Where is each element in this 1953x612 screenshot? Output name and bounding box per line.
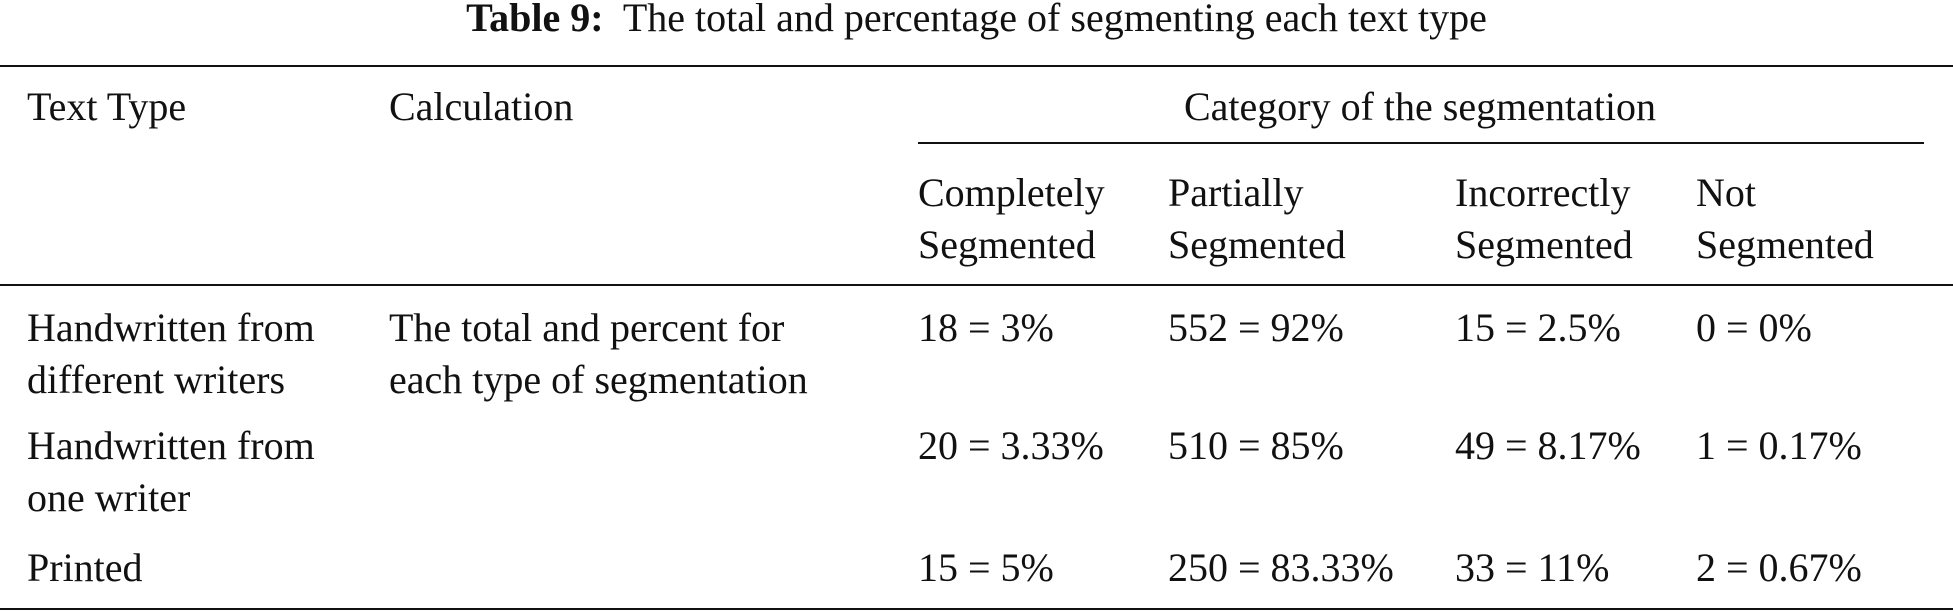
- subheader-cell: Segmented: [1455, 222, 1633, 267]
- text-type-cell: one writer: [27, 475, 191, 520]
- subheader-cell: Not: [1696, 170, 1756, 215]
- subheader-cell: Segmented: [918, 222, 1096, 267]
- calculation-cell: each type of segmentation: [389, 357, 808, 402]
- text-type-cell: Handwritten from: [27, 423, 315, 468]
- value-cell: 15 = 5%: [918, 545, 1054, 590]
- text-type-cell: Printed: [27, 545, 143, 590]
- bottom-rule: [0, 608, 1953, 610]
- value-cell: 2 = 0.67%: [1696, 545, 1862, 590]
- caption: Table 9: The total and percentage of seg…: [0, 0, 1953, 42]
- text-type-cell: different writers: [27, 357, 286, 402]
- value-cell: 18 = 3%: [918, 305, 1054, 350]
- subheader-cell: Partially: [1168, 170, 1304, 215]
- subheader-cell: Completely: [918, 170, 1105, 215]
- value-cell: 552 = 92%: [1168, 305, 1344, 350]
- value-cell: 49 = 8.17%: [1455, 423, 1641, 468]
- top-rule: [0, 65, 1953, 67]
- subheader-cell: Incorrectly: [1455, 170, 1631, 215]
- text-type-cell: Handwritten from: [27, 305, 315, 350]
- group-header: Category of the segmentation: [1183, 84, 1657, 129]
- header-cell: Text Type: [27, 84, 187, 129]
- value-cell: 15 = 2.5%: [1455, 305, 1621, 350]
- value-cell: 1 = 0.17%: [1696, 423, 1862, 468]
- group-rule: [918, 142, 1924, 144]
- subheader-cell: Segmented: [1696, 222, 1874, 267]
- calculation-cell: The total and percent for: [389, 305, 785, 350]
- subheader-cell: Segmented: [1168, 222, 1346, 267]
- value-cell: 33 = 11%: [1455, 545, 1610, 590]
- value-cell: 20 = 3.33%: [918, 423, 1104, 468]
- header-rule: [0, 284, 1953, 286]
- caption-label: Table 9:: [466, 0, 604, 40]
- value-cell: 510 = 85%: [1168, 423, 1344, 468]
- value-cell: 250 = 83.33%: [1168, 545, 1394, 590]
- value-cell: 0 = 0%: [1696, 305, 1812, 350]
- header-cell: Calculation: [389, 84, 574, 129]
- caption-text: The total and percentage of segmenting e…: [622, 0, 1487, 40]
